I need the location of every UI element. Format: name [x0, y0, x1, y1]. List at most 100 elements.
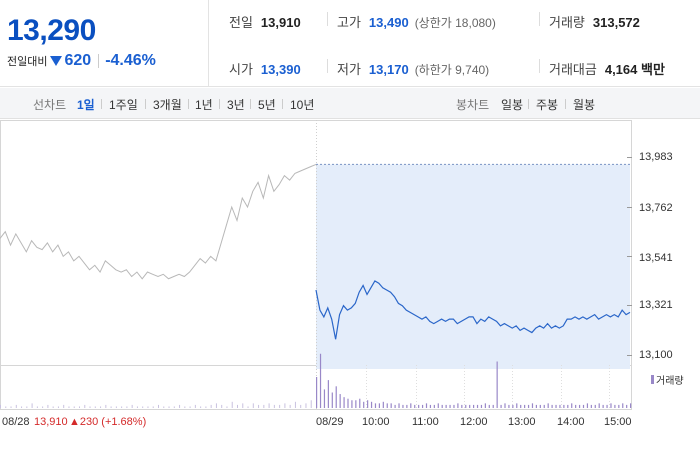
volume-bar	[469, 404, 471, 408]
volume-bar	[504, 403, 506, 408]
volume-bar	[142, 406, 144, 408]
volume-bar	[414, 404, 416, 408]
volume-bar	[575, 404, 577, 408]
period-10y[interactable]: 10년	[290, 98, 315, 112]
volume-bar	[500, 404, 502, 408]
volume-bar	[252, 403, 254, 408]
period-3y[interactable]: 3년	[227, 98, 245, 112]
volume-bar	[105, 404, 107, 408]
volume-bar	[370, 401, 373, 408]
volume-bar	[484, 403, 486, 408]
candle-weekly[interactable]: 주봉	[536, 98, 559, 112]
volume-bar	[131, 404, 133, 408]
volume-bar	[378, 403, 380, 408]
prev-day-date: 08/28	[2, 416, 30, 428]
period-selector-bar: 선차트 1일 1주일 3개월 1년 3년 5년 10년 봉차트 일봉 주봉 월봉	[0, 88, 700, 119]
volume-bar	[394, 404, 396, 408]
period-1y[interactable]: 1년	[195, 98, 213, 112]
volume-bar	[626, 404, 628, 408]
volume-bar	[158, 404, 159, 408]
change-rate: -4.46%	[105, 52, 156, 69]
prev-day-close: 13,910	[34, 416, 68, 428]
volume-bar	[31, 403, 33, 408]
volume-bar	[390, 403, 392, 408]
volume-bar	[516, 403, 518, 408]
volume-bar	[480, 404, 483, 408]
period-1w[interactable]: 1주일	[109, 98, 138, 112]
volume-bar	[382, 401, 384, 408]
stat-value: 13,910	[260, 15, 301, 30]
x-tick-label: 10:00	[362, 416, 390, 428]
volume-bar	[21, 406, 23, 408]
volume-bar	[294, 401, 296, 408]
volume-bar	[136, 406, 138, 408]
volume-bar	[571, 403, 573, 408]
volume-bar	[512, 404, 514, 408]
candle-monthly[interactable]: 월봉	[573, 98, 596, 112]
volume-bar	[449, 404, 451, 408]
divider	[327, 59, 328, 73]
current-price: 13,290	[7, 14, 96, 47]
volume-bar	[36, 406, 38, 408]
candle-daily[interactable]: 일봉	[501, 98, 524, 112]
stat-value: 13,390	[260, 62, 301, 77]
period-5y[interactable]: 5년	[258, 98, 276, 112]
volume-bar	[310, 400, 312, 408]
volume-bar	[173, 406, 175, 408]
volume-bar	[441, 404, 443, 408]
volume-bar	[331, 392, 333, 408]
volume-bar	[100, 406, 102, 408]
volume-bar	[465, 404, 467, 408]
volume-bar	[578, 404, 581, 408]
line-chart-title: 선차트	[33, 98, 67, 112]
upper-limit: (상한가 18,080)	[414, 16, 496, 30]
volume-bar	[363, 401, 365, 408]
volume-bar	[126, 406, 128, 408]
volume-bar	[189, 406, 191, 408]
volume-bar	[289, 404, 291, 408]
volume-bar	[10, 406, 12, 408]
volume-bar	[147, 406, 149, 408]
volume-bar	[15, 404, 17, 408]
volume-bar	[586, 403, 589, 408]
volume-bar	[242, 403, 244, 408]
y-tick-label: 13,762	[639, 202, 673, 214]
volume-bar	[374, 403, 377, 408]
volume-bar	[461, 404, 463, 408]
volume-bar	[205, 406, 207, 408]
candle-chart-title: 봉차트	[456, 98, 490, 112]
y-tick-label: 13,541	[639, 252, 673, 264]
volume-bar	[582, 404, 585, 408]
divider	[327, 12, 328, 26]
stat-open: 시가 13,390	[229, 59, 301, 78]
volume-bar	[437, 403, 439, 408]
volume-bar	[327, 380, 329, 408]
x-tick-label: 13:00	[508, 416, 536, 428]
volume-bar	[520, 404, 522, 408]
volume-bar	[231, 401, 233, 408]
volume-bar	[539, 404, 541, 408]
volume-bar	[194, 404, 196, 408]
volume-bar	[300, 404, 302, 408]
divider	[282, 99, 283, 109]
period-1d[interactable]: 1일	[77, 98, 95, 112]
stat-high: 고가 13,490 (상한가 18,080)	[337, 12, 496, 31]
divider	[539, 59, 540, 73]
volume-bar	[555, 404, 557, 408]
volume-bar	[473, 404, 475, 408]
volume-bar	[26, 406, 28, 408]
volume-bar	[52, 406, 54, 408]
volume-bar	[215, 403, 217, 408]
volume-bar	[476, 404, 479, 408]
volume-bar	[410, 403, 412, 408]
volume-bar	[429, 404, 432, 408]
volume-bar	[168, 406, 170, 408]
volume-bar	[367, 400, 369, 408]
volume-bar	[543, 404, 545, 408]
stat-value: 313,572	[592, 15, 640, 30]
period-3m[interactable]: 3개월	[153, 98, 182, 112]
volume-bar	[418, 404, 420, 408]
volume-bar	[547, 403, 549, 408]
price-chart[interactable]	[0, 120, 700, 450]
volume-bar	[398, 403, 400, 408]
